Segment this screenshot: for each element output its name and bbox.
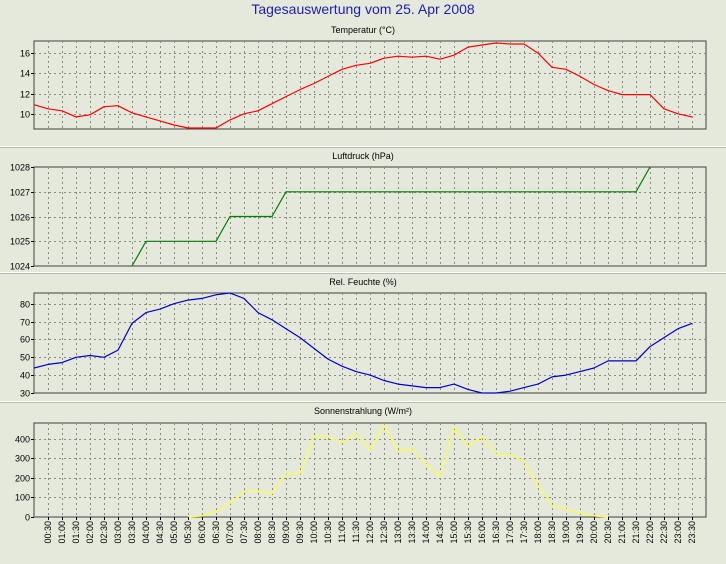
y-tick-label: 50 (20, 353, 30, 363)
y-tick-label: 1025 (10, 237, 30, 247)
x-tick-label: 00:30 (43, 521, 53, 544)
x-tick-label: 09:30 (295, 521, 305, 544)
x-tick-label: 17:00 (505, 521, 515, 544)
y-tick-label: 1026 (10, 213, 30, 223)
x-tick-label: 16:30 (491, 521, 501, 544)
y-tick-label: 30 (20, 389, 30, 399)
plot-frame (33, 166, 707, 267)
y-tick-label: 1027 (10, 188, 30, 198)
x-tick-label: 07:00 (225, 521, 235, 544)
series-line (33, 42, 693, 129)
x-tick-label: 20:30 (603, 521, 613, 544)
panel-title: Sonnenstrahlung (W/m²) (314, 406, 412, 416)
y-tick-label: 400 (15, 435, 30, 445)
x-tick-label: 06:30 (211, 521, 221, 544)
x-tick-label: 02:00 (85, 521, 95, 544)
x-tick-label: 04:30 (155, 521, 165, 544)
y-tick-label: 40 (20, 371, 30, 381)
series-line (187, 424, 609, 518)
x-tick-label: 11:00 (337, 521, 347, 543)
panel-title: Luftdruck (hPa) (332, 151, 394, 161)
x-tick-label: 07:30 (239, 521, 249, 544)
x-tick-label: 03:30 (127, 521, 137, 544)
y-tick-label: 16 (20, 49, 30, 59)
x-tick-label: 05:30 (183, 521, 193, 544)
y-tick-label: 1028 (10, 163, 30, 173)
x-tick-label: 13:30 (407, 521, 417, 544)
y-tick-label: 0 (25, 513, 30, 523)
x-tick-label: 14:30 (435, 521, 445, 544)
plot-frame (33, 40, 707, 130)
y-tick-label: 200 (15, 474, 30, 484)
x-tick-label: 14:00 (421, 521, 431, 544)
x-tick-label: 03:00 (113, 521, 123, 544)
x-tick-label: 10:30 (323, 521, 333, 544)
x-tick-label: 19:30 (575, 521, 585, 544)
x-tick-label: 21:30 (631, 521, 641, 544)
x-tick-label: 06:00 (197, 521, 207, 544)
x-tick-label: 20:00 (589, 521, 599, 544)
y-tick-label: 100 (15, 493, 30, 503)
x-tick-label: 08:30 (267, 521, 277, 544)
x-tick-label: 02:30 (99, 521, 109, 544)
x-tick-label: 08:00 (253, 521, 263, 544)
y-tick-label: 14 (20, 69, 30, 79)
x-tick-label: 15:30 (463, 521, 473, 544)
x-tick-label: 18:00 (533, 521, 543, 544)
y-tick-label: 70 (20, 318, 30, 328)
x-tick-label: 12:30 (379, 521, 389, 544)
x-tick-label: 01:00 (57, 521, 67, 544)
x-tick-label: 13:00 (393, 521, 403, 544)
x-tick-label: 17:30 (519, 521, 529, 544)
y-tick-label: 60 (20, 335, 30, 345)
y-tick-label: 300 (15, 454, 30, 464)
x-tick-label: 18:30 (547, 521, 557, 544)
x-tick-label: 01:30 (71, 521, 81, 544)
x-tick-label: 11:30 (351, 521, 361, 543)
x-tick-label: 05:00 (169, 521, 179, 544)
y-tick-label: 10 (20, 110, 30, 120)
x-tick-label: 04:00 (141, 521, 151, 544)
x-tick-label: 22:30 (659, 521, 669, 544)
x-tick-label: 21:00 (617, 521, 627, 544)
y-tick-label: 1024 (10, 262, 30, 272)
series-line (131, 166, 651, 267)
page-title: Tagesauswertung vom 25. Apr 2008 (251, 1, 475, 17)
x-tick-label: 23:30 (687, 521, 697, 544)
panel-title: Rel. Feuchte (%) (329, 277, 397, 287)
series-line (33, 292, 693, 394)
x-tick-label: 19:00 (561, 521, 571, 544)
x-tick-label: 16:00 (477, 521, 487, 544)
x-tick-label: 22:00 (645, 521, 655, 544)
panel-title: Temperatur (°C) (331, 25, 395, 35)
x-tick-label: 09:00 (281, 521, 291, 544)
x-tick-label: 23:00 (673, 521, 683, 544)
x-tick-label: 10:00 (309, 521, 319, 544)
x-tick-label: 15:00 (449, 521, 459, 544)
y-tick-label: 80 (20, 300, 30, 310)
y-tick-label: 12 (20, 90, 30, 100)
x-tick-label: 12:00 (365, 521, 375, 544)
